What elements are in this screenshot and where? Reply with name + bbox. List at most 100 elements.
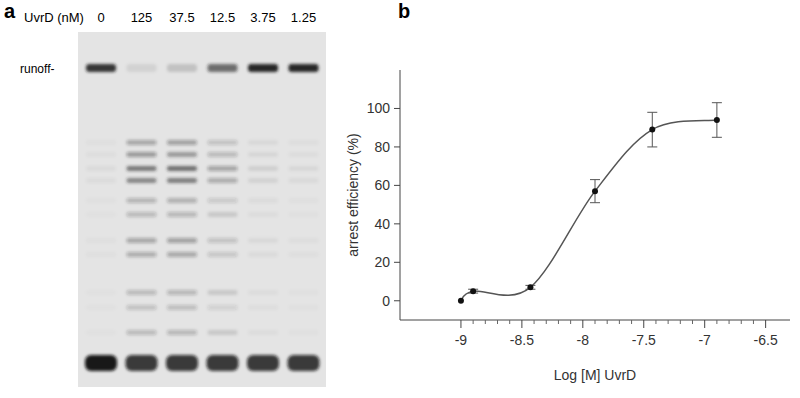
x-tick	[460, 320, 461, 328]
arrest-band	[86, 166, 116, 171]
arrest-band	[289, 330, 319, 335]
x-minor-tick	[680, 320, 681, 324]
y-tick	[394, 262, 400, 263]
arrest-band	[167, 252, 197, 257]
y-axis-label: arrest efficiency (%)	[345, 133, 361, 256]
arrest-band	[289, 252, 319, 257]
arrest-band	[167, 198, 197, 203]
x-tick	[704, 320, 705, 328]
data-point	[458, 298, 464, 304]
x-tick	[521, 320, 522, 328]
error-bar	[647, 112, 657, 147]
arrest-band	[208, 140, 238, 145]
x-tick-label: -7.5	[632, 332, 656, 348]
arrest-band	[289, 238, 319, 243]
error-cap	[712, 102, 722, 103]
x-minor-tick	[546, 320, 547, 324]
arrest-band	[127, 166, 157, 171]
arrest-band	[127, 212, 157, 217]
arrest-band	[289, 152, 319, 157]
arrest-band	[167, 152, 197, 157]
gel-title: UvrD (nM)	[24, 10, 84, 25]
lane-label: 0	[97, 10, 104, 25]
arrest-band	[86, 290, 116, 295]
arrest-band	[86, 252, 116, 257]
arrest-band	[127, 330, 157, 335]
x-minor-tick	[607, 320, 608, 324]
y-tick-label: 60	[374, 177, 390, 193]
arrest-band	[86, 152, 116, 157]
arrest-band	[208, 252, 238, 257]
arrest-band	[86, 305, 116, 310]
arrest-band	[208, 178, 238, 183]
runoff-band	[289, 64, 319, 72]
primer-band	[85, 355, 117, 371]
data-point	[649, 127, 655, 133]
arrest-band	[86, 238, 116, 243]
arrest-band	[248, 238, 278, 243]
x-tick-label: -6.5	[754, 332, 778, 348]
error-cap	[647, 146, 657, 147]
arrest-band	[127, 238, 157, 243]
x-minor-tick	[485, 320, 486, 324]
arrest-band	[289, 305, 319, 310]
arrest-band	[248, 178, 278, 183]
y-tick-label: 100	[367, 100, 391, 116]
arrest-band	[289, 198, 319, 203]
arrest-band	[127, 290, 157, 295]
error-cap	[647, 112, 657, 113]
arrest-band	[289, 212, 319, 217]
arrest-band	[248, 198, 278, 203]
arrest-band	[127, 152, 157, 157]
x-minor-tick	[716, 320, 717, 324]
arrest-band	[208, 330, 238, 335]
arrest-band	[86, 330, 116, 335]
arrest-band	[127, 178, 157, 183]
x-minor-tick	[668, 320, 669, 324]
x-tick-label: -8.5	[510, 332, 534, 348]
plot-area	[458, 103, 722, 304]
arrest-band	[167, 238, 197, 243]
arrest-band	[248, 290, 278, 295]
data-point	[527, 284, 533, 290]
x-minor-tick	[473, 320, 474, 324]
x-minor-tick	[509, 320, 510, 324]
x-minor-tick	[631, 320, 632, 324]
arrest-band	[127, 252, 157, 257]
x-minor-tick	[534, 320, 535, 324]
band-label: runoff-	[20, 62, 54, 76]
y-tick	[394, 108, 400, 109]
x-axis-label: Log [M] UvrD	[554, 367, 636, 383]
arrest-band	[86, 140, 116, 145]
gel-background	[78, 32, 326, 387]
y-tick	[394, 223, 400, 224]
fit-curve	[461, 120, 717, 301]
arrest-band	[289, 178, 319, 183]
x-minor-tick	[558, 320, 559, 324]
arrest-band	[208, 290, 238, 295]
arrest-band	[289, 166, 319, 171]
arrest-band	[167, 290, 197, 295]
lane-label: 3.75	[250, 10, 275, 25]
runoff-band	[248, 64, 278, 72]
x-tick-label: -7	[698, 332, 711, 348]
y-tick-label: 0	[382, 293, 390, 309]
y-tick-label: 20	[374, 254, 390, 270]
x-minor-tick	[753, 320, 754, 324]
lane-label: 125	[131, 10, 153, 25]
arrest-band	[248, 166, 278, 171]
error-cap	[590, 202, 600, 203]
x-tick-label: -9	[455, 332, 468, 348]
lane-label: 37.5	[169, 10, 194, 25]
x-tick	[765, 320, 766, 328]
x-minor-tick	[570, 320, 571, 324]
runoff-band	[167, 64, 197, 72]
y-tick	[394, 146, 400, 147]
arrest-band	[248, 330, 278, 335]
x-minor-tick	[741, 320, 742, 324]
data-point	[592, 188, 598, 194]
panel-label: a	[4, 0, 16, 22]
arrest-band	[127, 305, 157, 310]
x-tick	[643, 320, 644, 328]
runoff-band	[208, 64, 238, 72]
